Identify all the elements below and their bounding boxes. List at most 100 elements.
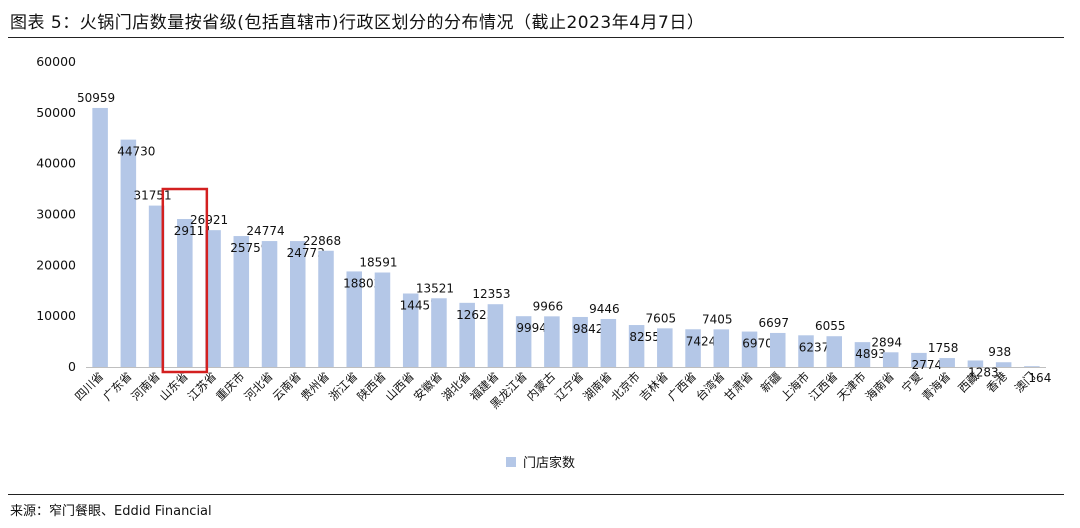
- category-label: 山东省: [157, 369, 191, 403]
- category-label: 陕西省: [354, 369, 388, 403]
- data-label: 2894: [871, 335, 902, 349]
- data-label: 4893: [855, 347, 886, 361]
- data-label: 9446: [589, 302, 620, 316]
- category-label: 山西省: [383, 369, 417, 403]
- bar: [459, 302, 475, 367]
- data-label: 938: [988, 345, 1011, 359]
- bar: [882, 352, 899, 367]
- category-label: 河北省: [241, 369, 275, 403]
- bar: [685, 329, 701, 367]
- source-note: 来源：窄门餐眼、Eddid Financial: [10, 504, 212, 519]
- y-tick-label: 20000: [36, 257, 76, 272]
- category-label: 台湾省: [693, 369, 727, 403]
- bar: [92, 107, 108, 367]
- bar: [346, 271, 362, 367]
- bar: [487, 304, 504, 367]
- bar: [572, 316, 588, 367]
- category-label: 海南省: [863, 369, 897, 403]
- data-label: 18802: [343, 276, 381, 290]
- data-label: 6697: [758, 316, 789, 330]
- data-label: 1283: [968, 365, 999, 379]
- data-label: 7424: [686, 334, 717, 348]
- y-tick-label: 0: [68, 359, 76, 374]
- data-label: 12623: [456, 308, 494, 322]
- bar: [911, 352, 927, 367]
- bar: [798, 335, 814, 367]
- bar: [177, 219, 193, 367]
- data-label: 29111: [174, 224, 212, 238]
- y-tick-label: 30000: [36, 207, 76, 222]
- data-label: 31751: [133, 189, 171, 203]
- category-label: 吉林省: [637, 369, 671, 403]
- data-label: 1758: [928, 341, 959, 355]
- category-label: 贵州省: [298, 369, 332, 403]
- bar: [1024, 366, 1040, 367]
- category-label: 北京市: [608, 369, 642, 403]
- category-label: 青海省: [919, 369, 953, 403]
- category-label: 甘肃省: [721, 369, 755, 403]
- bar: [205, 230, 221, 367]
- bar: [741, 331, 758, 367]
- data-label: 7605: [646, 311, 677, 325]
- y-tick-label: 50000: [36, 105, 76, 120]
- category-label: 天津市: [834, 369, 868, 403]
- data-label: 7405: [702, 312, 733, 326]
- category-label: 河南省: [128, 369, 162, 403]
- category-label: 湖北省: [439, 369, 473, 403]
- category-label: 广东省: [100, 369, 134, 403]
- bar: [770, 332, 786, 367]
- bar: [713, 329, 730, 367]
- category-label: 四川省: [72, 369, 106, 403]
- highlight-box: [161, 187, 209, 374]
- data-label: 50959: [77, 91, 115, 105]
- data-label: 9994: [516, 321, 547, 335]
- bar: [544, 316, 560, 367]
- bar-chart: 0 10000 20000 30000 40000 50000 60000 50959 四川省 4…: [36, 54, 1051, 471]
- bar: [261, 241, 278, 367]
- data-label: 8255: [629, 330, 660, 344]
- data-label: 6970: [742, 337, 773, 351]
- bar: [120, 139, 137, 367]
- category-label: 内蒙古: [524, 369, 558, 403]
- data-label: 14457: [400, 299, 438, 313]
- bar: [318, 250, 334, 367]
- y-tick-label: 10000: [36, 308, 76, 323]
- category-label: 重庆市: [213, 369, 247, 403]
- bar: [657, 328, 673, 367]
- data-label: 24773: [287, 246, 325, 260]
- category-label: 上海市: [778, 369, 812, 403]
- bar: [854, 342, 871, 367]
- category-label: 广西省: [665, 369, 699, 403]
- bar: [600, 318, 617, 367]
- data-label: 25759: [230, 241, 268, 255]
- bar: [967, 360, 984, 367]
- data-label: 6055: [815, 319, 846, 333]
- data-label: 26921: [190, 213, 228, 227]
- data-label: 24774: [246, 224, 284, 238]
- data-label: 164: [1028, 371, 1051, 385]
- data-label: 12353: [472, 287, 510, 301]
- category-label: 安徽省: [411, 369, 445, 403]
- legend-label: 门店家数: [523, 455, 575, 471]
- data-label: 2774: [912, 358, 943, 372]
- title-rule: [8, 37, 1064, 38]
- y-tick-label: 60000: [36, 54, 76, 69]
- category-label: 辽宁省: [552, 369, 586, 403]
- bar: [995, 362, 1012, 367]
- category-label: 江西省: [806, 369, 840, 403]
- bar: [290, 241, 306, 367]
- data-label: 9842: [573, 322, 604, 336]
- category-label: 湖南省: [580, 369, 614, 403]
- bar: [148, 205, 165, 367]
- y-tick-label: 40000: [36, 156, 76, 171]
- category-label: 浙江省: [326, 369, 360, 403]
- bar: [374, 272, 391, 367]
- bar: [233, 236, 250, 367]
- data-label: 6237: [799, 340, 830, 354]
- bar: [826, 336, 842, 367]
- figure-title: 图表 5：火锅门店数量按省级(包括直辖市)行政区划分的分布情况（截止2023年4…: [10, 13, 705, 33]
- bar: [402, 293, 419, 367]
- bar: [939, 358, 955, 367]
- data-label: 22868: [303, 234, 341, 248]
- category-label: 云南省: [270, 369, 304, 403]
